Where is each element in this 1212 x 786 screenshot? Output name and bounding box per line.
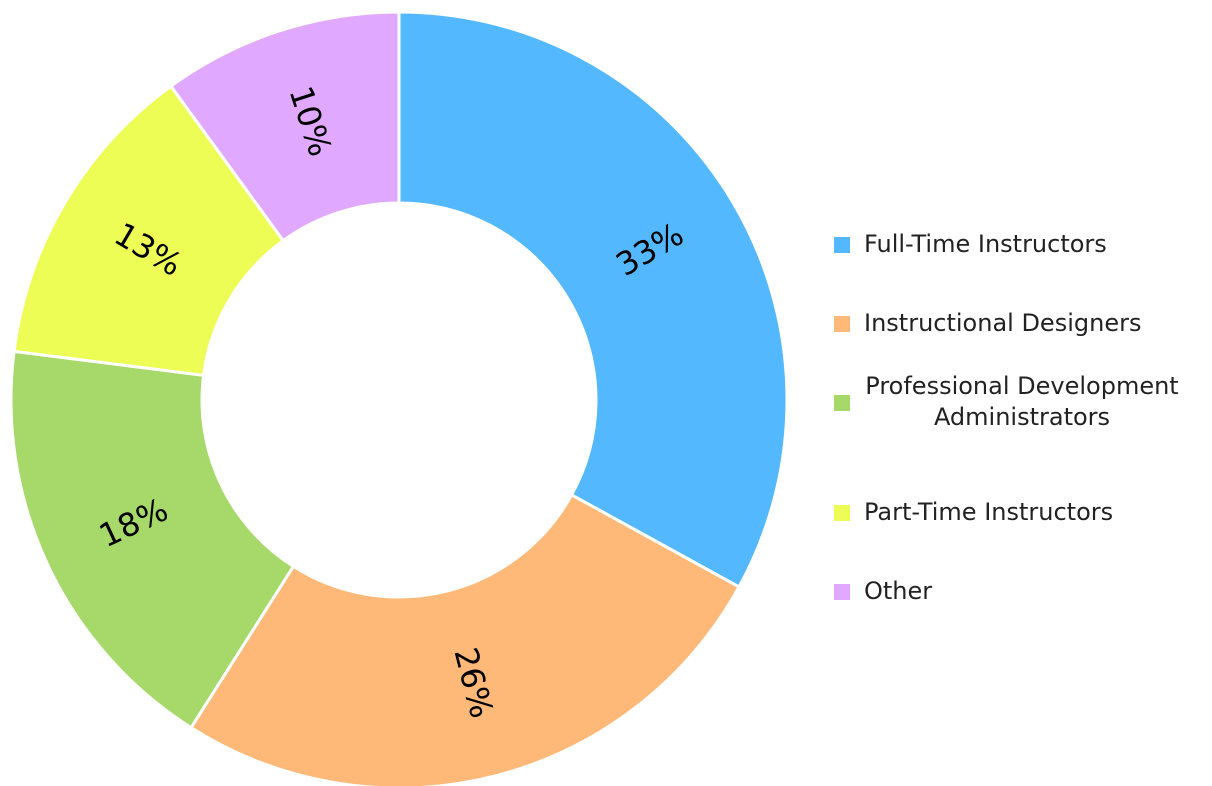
slice [9,349,296,730]
legend-swatch [834,316,850,332]
legend-swatch [834,584,850,600]
legend-text: Full-Time Instructors [864,230,1107,258]
slice [397,10,789,589]
legend-swatch [834,395,850,411]
legend-text: Instructional Designers [864,309,1141,337]
slice [189,492,742,786]
legend-text: Other [864,577,932,605]
legend-swatch [834,237,850,253]
legend-line: Professional Development [865,372,1178,400]
legend-swatch [834,505,850,521]
legend-line: Administrators [934,403,1110,431]
legend-text: Professional Development Administrators [865,372,1178,431]
legend-text: Part-Time Instructors [864,498,1113,526]
slice [12,84,286,377]
slice [168,10,401,243]
